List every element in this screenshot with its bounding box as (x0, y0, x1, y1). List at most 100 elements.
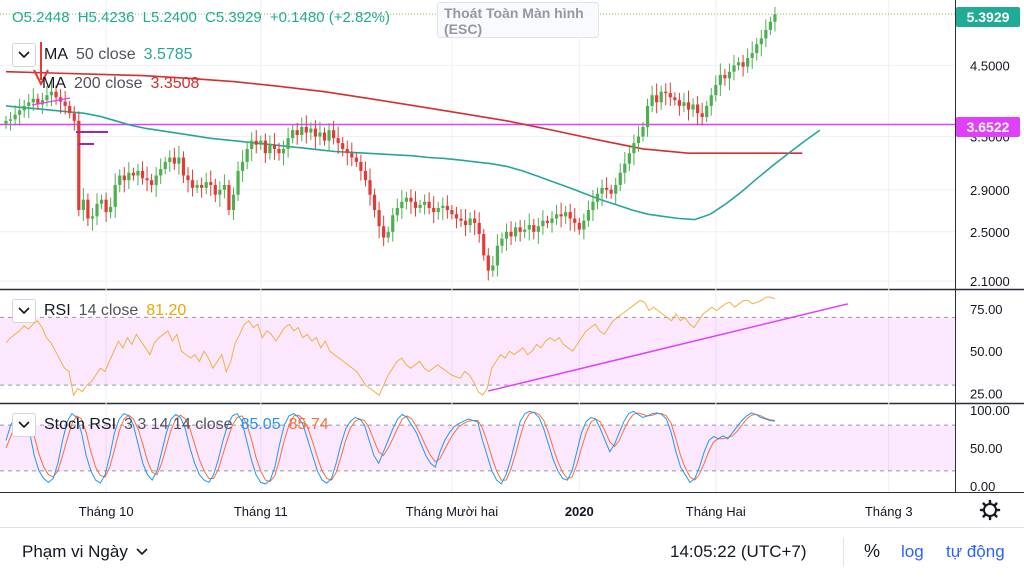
candle-body (213, 184, 217, 195)
candle (650, 85, 654, 113)
candle-body (122, 175, 126, 181)
ma50-name: MA (44, 46, 68, 63)
candle-body (632, 143, 636, 154)
time-tick-label: Tháng 11 (234, 504, 288, 519)
stoch-k-value: 85.05 (240, 416, 281, 433)
candle-body (300, 126, 304, 135)
candle-body (172, 157, 176, 164)
ma200-params: 200 close (74, 75, 143, 92)
candle-body (31, 98, 35, 103)
candle-body (18, 110, 22, 115)
candle-body (250, 140, 254, 149)
candle-body (741, 62, 745, 67)
time-tick-label: Tháng Hai (686, 504, 746, 519)
candle-body (99, 199, 104, 204)
candle (691, 98, 695, 118)
chevron-down-icon (136, 548, 148, 556)
candle (750, 41, 754, 69)
candle (545, 215, 550, 229)
candle-body (27, 102, 31, 106)
candle-body (241, 161, 245, 171)
candle-body (495, 245, 499, 266)
candle (773, 7, 777, 32)
candle-body (468, 218, 472, 226)
candle (231, 187, 236, 220)
candle-body (4, 120, 8, 124)
candle (186, 167, 190, 193)
auto-scale-button[interactable]: tự động (946, 542, 1005, 561)
candle-body (418, 204, 422, 208)
candle-body (68, 105, 72, 114)
candle-body (473, 218, 477, 223)
candle (277, 142, 281, 161)
chevron-down-icon[interactable] (12, 299, 36, 323)
candle-body (159, 169, 163, 176)
price-pane[interactable] (0, 7, 955, 281)
candle-body (545, 220, 550, 223)
candle (336, 126, 340, 155)
candle (559, 202, 563, 228)
chevron-down-icon[interactable] (12, 413, 36, 437)
candle-body (691, 104, 695, 110)
candle-body (436, 207, 440, 213)
candle (677, 92, 681, 116)
candle (163, 156, 167, 175)
candle-body (650, 95, 654, 106)
candle-body (304, 126, 308, 133)
candle (586, 200, 590, 228)
arrow-annotation-head (33, 69, 49, 87)
log-scale-button[interactable]: log (901, 542, 924, 561)
candle (22, 99, 26, 118)
ohlc-legend: O5.2448 H5.4236 L5.2400 C5.3929 +0.1480 … (12, 9, 394, 26)
candle (77, 111, 81, 217)
rsi-legend: RSI 14 close 81.20 (12, 299, 186, 323)
candle-body (113, 184, 117, 207)
candle-body (168, 157, 172, 162)
candle (13, 105, 17, 126)
candle-body (514, 227, 518, 237)
candle (591, 190, 595, 221)
candle (259, 135, 263, 150)
candle-body (459, 218, 463, 221)
date-range-dropdown[interactable]: Phạm vi Ngày (22, 542, 148, 562)
candle (204, 172, 208, 195)
candle-body (327, 130, 331, 141)
clock-timezone[interactable]: 14:05:22 (UTC+7) (670, 542, 807, 561)
candle-body (118, 175, 122, 185)
ma200-legend: MA 200 close 3.3508 (42, 75, 199, 93)
stoch-rsi-pane[interactable] (0, 410, 955, 485)
candle-body (686, 102, 691, 110)
gear-icon[interactable] (979, 499, 1001, 521)
candle-body (281, 148, 286, 154)
candle-body (90, 216, 95, 219)
candle-body (564, 212, 568, 217)
candle-body (677, 100, 681, 106)
percent-scale-button[interactable]: % (864, 541, 881, 561)
rsi-value: 81.20 (146, 302, 187, 319)
rsi-pane[interactable] (0, 296, 955, 397)
candle-body (391, 215, 395, 232)
candle (27, 93, 31, 119)
candle (213, 178, 217, 203)
chevron-down-icon[interactable] (12, 43, 36, 67)
candle (550, 211, 554, 233)
candle (600, 179, 604, 206)
stoch-legend: Stoch RSI 3 3 14 14 close 85.05 85.74 (12, 413, 329, 437)
candle-body (518, 227, 522, 232)
date-range-label: Phạm vi Ngày (22, 542, 128, 561)
candle (413, 191, 418, 217)
candle (222, 174, 226, 199)
candle (63, 91, 67, 115)
candle (90, 208, 95, 231)
candle (477, 212, 481, 243)
candle (327, 122, 331, 151)
candle (322, 127, 327, 146)
candle (536, 217, 540, 244)
candle-body (95, 203, 99, 217)
candle (236, 161, 240, 202)
ma50-legend: MA 50 close 3.5785 (12, 43, 193, 67)
candle-body (641, 126, 645, 137)
candle (345, 140, 349, 166)
